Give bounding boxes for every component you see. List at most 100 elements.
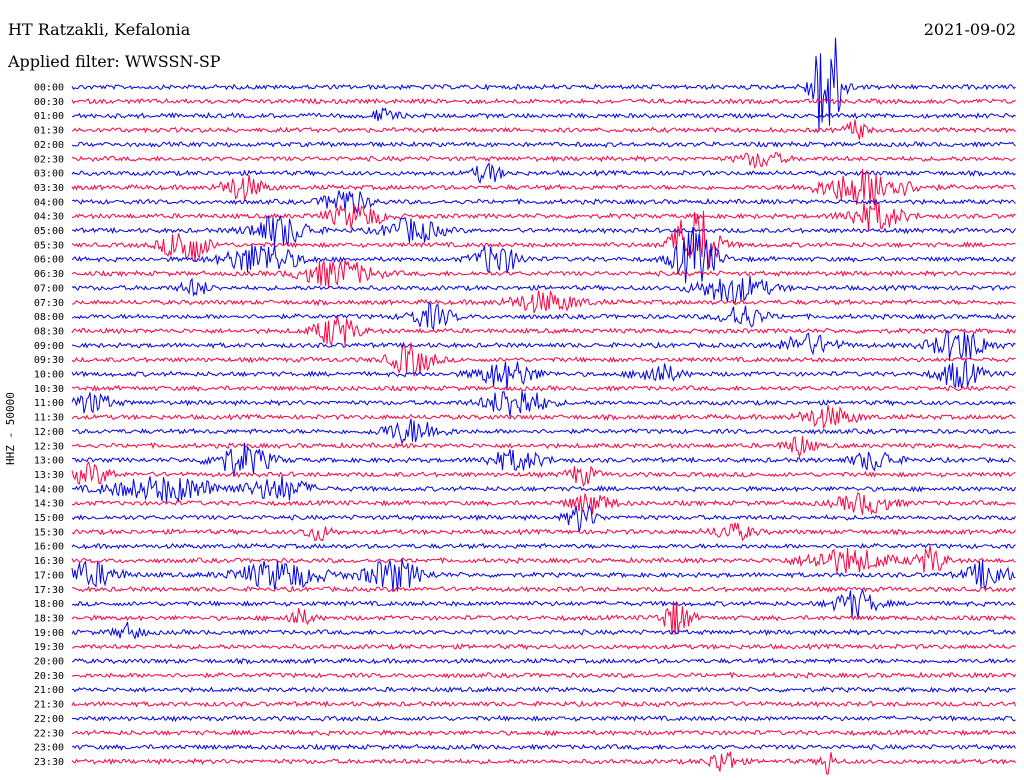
- row-time-label: 18:00: [34, 599, 64, 610]
- trace-line: [71, 97, 1016, 105]
- trace-line: [71, 600, 1016, 635]
- trace-line: [71, 37, 1016, 132]
- row-time-label: 22:30: [34, 728, 64, 739]
- trace-line: [72, 289, 1016, 314]
- trace-line: [71, 152, 1016, 169]
- trace-line: [71, 621, 1016, 640]
- trace-line: [71, 686, 1016, 694]
- trace-line: [71, 700, 1016, 708]
- trace-line: [71, 588, 1016, 619]
- trace-line: [71, 461, 1016, 488]
- row-time-label: 21:30: [34, 700, 64, 711]
- row-time-label: 11:30: [34, 413, 64, 424]
- row-time-label: 23:30: [34, 757, 64, 768]
- trace-line: [71, 475, 1016, 503]
- row-time-label: 02:30: [34, 154, 64, 165]
- row-time-label: 01:30: [34, 126, 64, 137]
- trace-line: [71, 442, 1016, 477]
- trace-line: [71, 316, 1016, 347]
- trace-line: [71, 301, 1016, 331]
- station-title: HT Ratzakli, Kefalonia: [8, 20, 191, 39]
- trace-line: [71, 743, 1016, 751]
- row-time-label: 07:00: [34, 283, 64, 294]
- row-time-label: 07:30: [34, 298, 64, 309]
- trace-line: [71, 405, 1016, 429]
- row-time-label: 10:00: [34, 370, 64, 381]
- row-time-label: 20:30: [34, 671, 64, 682]
- row-time-label: 02:00: [34, 140, 64, 151]
- trace-line: [71, 504, 1016, 533]
- row-time-label: 13:30: [34, 470, 64, 481]
- row-time-label: 11:00: [34, 398, 64, 409]
- row-time-label: 06:00: [34, 255, 64, 266]
- trace-line: [71, 436, 1016, 459]
- row-time-label: 09:00: [34, 341, 64, 352]
- trace-line: [71, 275, 1016, 304]
- row-time-label: 09:30: [34, 355, 64, 366]
- row-time-label: 19:00: [34, 628, 64, 639]
- row-time-label: 00:00: [34, 83, 64, 94]
- trace-line: [71, 491, 1016, 516]
- trace-line: [71, 358, 1016, 391]
- trace-line: [71, 260, 1016, 289]
- trace-line: [71, 585, 1016, 593]
- trace-line: [71, 642, 1016, 651]
- row-time-label: 16:00: [34, 542, 64, 553]
- trace-line: [71, 342, 1016, 377]
- row-time-label: 20:00: [34, 657, 64, 668]
- row-time-label: 10:30: [34, 384, 64, 395]
- trace-line: [71, 542, 1016, 550]
- row-time-label: 23:00: [34, 743, 64, 754]
- trace-line: [71, 330, 1016, 361]
- row-time-label: 15:30: [34, 527, 64, 538]
- date-label: 2021-09-02: [923, 20, 1016, 39]
- trace-line: [71, 545, 1016, 574]
- row-time-label: 18:30: [34, 613, 64, 624]
- row-time-label: 03:30: [34, 183, 64, 194]
- row-time-label: 19:30: [34, 642, 64, 653]
- trace-line: [71, 418, 1016, 445]
- row-time-label: 12:30: [34, 441, 64, 452]
- trace-line: [71, 107, 1016, 122]
- trace-line: [71, 201, 1016, 232]
- row-time-label: 17:30: [34, 585, 64, 596]
- trace-line: [71, 728, 1016, 737]
- row-time-label: 14:00: [34, 484, 64, 495]
- row-time-label: 06:30: [34, 269, 64, 280]
- row-time-label: 17:00: [34, 570, 64, 581]
- row-time-label: 16:30: [34, 556, 64, 567]
- row-time-label: 14:30: [34, 499, 64, 510]
- row-time-label: 05:00: [34, 226, 64, 237]
- trace-line: [71, 168, 1016, 206]
- trace-line: [71, 190, 1016, 214]
- row-time-label: 22:00: [34, 714, 64, 725]
- row-time-label: 01:00: [34, 111, 64, 122]
- row-time-label: 03:00: [34, 169, 64, 180]
- row-time-label: 21:00: [34, 685, 64, 696]
- row-time-label: 04:00: [34, 197, 64, 208]
- trace-line: [71, 671, 1016, 679]
- trace-line: [71, 558, 1016, 592]
- row-time-label: 05:30: [34, 240, 64, 251]
- row-time-label: 04:30: [34, 212, 64, 223]
- trace-line: [71, 390, 1016, 417]
- row-time-label: 08:30: [34, 326, 64, 337]
- trace-line: [71, 715, 1016, 723]
- trace-line: [71, 657, 1016, 665]
- trace-line: [71, 140, 1016, 149]
- row-time-label: 08:00: [34, 312, 64, 323]
- row-time-label: 13:00: [34, 456, 64, 467]
- filter-label: Applied filter: WWSSN-SP: [8, 52, 221, 71]
- row-time-label: 15:00: [34, 513, 64, 524]
- trace-line: [71, 210, 1016, 271]
- trace-line: [71, 162, 1016, 185]
- trace-line: [71, 522, 1016, 542]
- trace-line: [71, 119, 1016, 140]
- row-time-label: 12:00: [34, 427, 64, 438]
- trace-line: [71, 384, 1016, 392]
- row-time-label: 00:30: [34, 97, 64, 108]
- trace-line: [71, 215, 1016, 247]
- trace-line: [71, 751, 1016, 776]
- trace-line: [71, 227, 1016, 284]
